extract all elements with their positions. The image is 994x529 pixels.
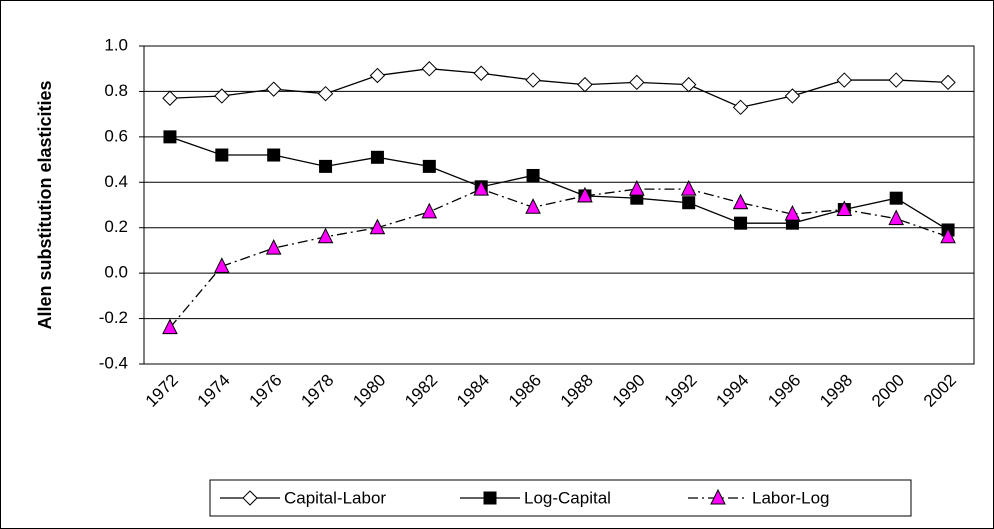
marker [214, 88, 230, 104]
legend-label: Capital-Labor [284, 488, 386, 507]
marker [267, 148, 281, 162]
marker [369, 218, 386, 235]
marker [317, 85, 334, 102]
marker [577, 186, 593, 203]
marker [680, 179, 697, 196]
marker [836, 200, 853, 217]
series-line [169, 68, 949, 109]
marker [162, 318, 178, 335]
y-tick-label: 0.6 [104, 126, 128, 145]
marker [214, 257, 230, 273]
marker [577, 76, 593, 93]
marker [163, 130, 177, 144]
marker [940, 74, 956, 91]
y-tick-label: -0.2 [99, 308, 128, 327]
marker [319, 159, 333, 173]
y-tick-label: 0.4 [104, 172, 128, 191]
marker [682, 196, 696, 210]
marker [734, 216, 748, 230]
legend-label: Log-Capital [524, 488, 611, 507]
marker [836, 72, 853, 88]
y-tick-label: 0.0 [104, 263, 128, 282]
series-line [169, 188, 949, 329]
y-tick-label: -0.4 [99, 353, 128, 372]
marker [162, 90, 178, 106]
marker [940, 227, 956, 244]
marker [525, 198, 541, 214]
marker [784, 88, 801, 104]
marker [732, 99, 749, 116]
y-tick-label: 1.0 [104, 35, 128, 54]
marker [629, 179, 645, 196]
marker [526, 168, 540, 182]
marker [265, 81, 282, 97]
marker [370, 150, 384, 164]
series-line [169, 136, 949, 231]
marker [525, 72, 541, 88]
y-tick-label: 0.8 [104, 81, 128, 100]
marker [215, 148, 229, 162]
y-tick-label: 0.2 [104, 217, 128, 236]
legend-label: Labor-Log [752, 488, 830, 507]
marker [473, 179, 489, 196]
plot-area [143, 45, 975, 365]
marker [422, 159, 436, 173]
marker [369, 67, 386, 84]
marker [680, 76, 697, 93]
legend-marker [710, 488, 726, 505]
marker [421, 202, 438, 219]
marker [629, 74, 645, 91]
legend-marker [483, 491, 497, 505]
legend-marker [242, 490, 258, 506]
marker [265, 239, 282, 255]
legend [209, 479, 912, 517]
marker [888, 209, 904, 226]
marker [889, 191, 903, 205]
marker [317, 227, 334, 244]
y-axis-label: Allen substitution elasticities [35, 80, 55, 329]
marker [473, 65, 489, 81]
marker [421, 61, 438, 77]
marker [784, 204, 801, 221]
marker [732, 193, 749, 210]
marker [888, 72, 904, 88]
